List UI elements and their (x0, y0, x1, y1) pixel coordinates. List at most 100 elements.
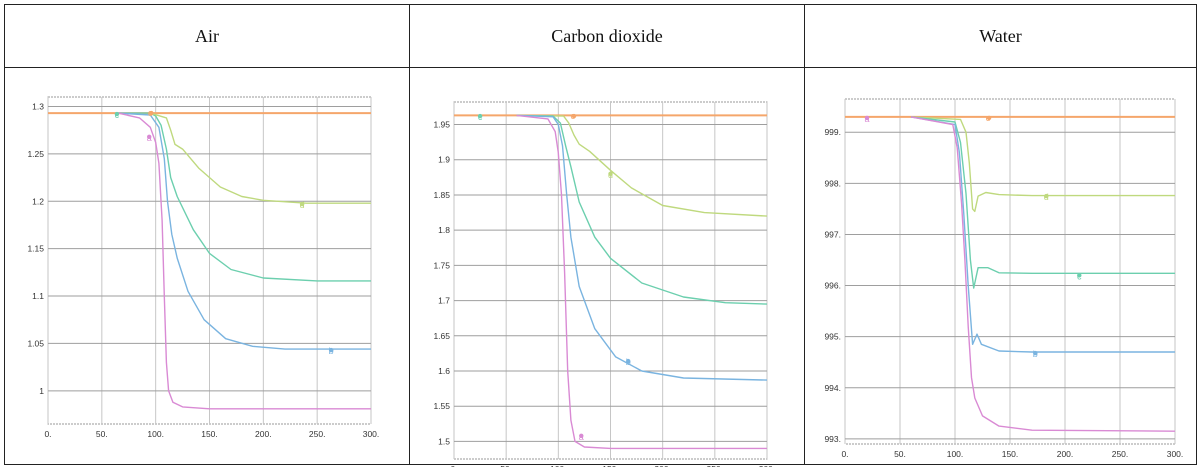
column-divider (804, 5, 805, 464)
series-line-c (910, 116, 1175, 289)
water-density-chart: 0. 50. 100. 150. 200. 250. 300. 993. 994. 995. 996… (824, 98, 1184, 459)
series-line-c (118, 112, 371, 282)
air-density-chart: 0. 50. 100. 150. 200. 250. 300. 1 1.05 1.1 1.15 1.2… (27, 96, 380, 439)
y-tick-label: 1.55 (433, 401, 450, 411)
y-tick-label: 1.75 (433, 260, 450, 270)
series-label-a: a (579, 432, 584, 442)
column-header-air: Air (195, 25, 219, 46)
series-label-e: e (570, 111, 575, 121)
series-marker-b (1033, 350, 1038, 356)
y-tick-label: 1.6 (438, 366, 450, 376)
x-tick-label: 150. (602, 464, 619, 467)
x-tick-label: 150. (201, 429, 218, 439)
y-tick-label: 993. (824, 434, 841, 444)
series-marker-c (114, 111, 120, 117)
series-marker-d (1044, 193, 1049, 199)
x-tick-label: 100. (947, 449, 964, 459)
series-label-d: d (608, 170, 613, 180)
series-line-d (910, 116, 1175, 213)
x-tick-label: 300. (1167, 449, 1184, 459)
series-label-b: b (329, 346, 334, 356)
y-tick-label: 1.25 (27, 149, 44, 159)
x-tick-label: 50. (894, 449, 906, 459)
x-tick-label: 0. (450, 464, 457, 467)
y-tick-label: 999. (824, 127, 841, 137)
series-marker-e (571, 113, 577, 119)
x-tick-label: 200. (654, 464, 671, 467)
y-tick-label: 994. (824, 383, 841, 393)
x-tick-label: 250. (1112, 449, 1129, 459)
x-tick-label: 50. (500, 464, 512, 467)
carbon-dioxide-density-chart: 0. 50. 100. 150. 200. 250. 300. 1.5 1.55 1.6 1.65 1… (433, 101, 775, 467)
y-tick-label: 997. (824, 229, 841, 239)
y-tick-label: 1.05 (27, 338, 44, 348)
series-marker-c (477, 113, 483, 119)
series-marker-a (864, 115, 870, 121)
x-tick-label: 150. (1002, 449, 1019, 459)
x-tick-label: 300. (759, 464, 776, 467)
series-line-b (117, 112, 371, 350)
series-label-d: d (1044, 192, 1049, 202)
series-marker-e (986, 115, 992, 121)
series-label-c: c (1077, 271, 1082, 281)
x-tick-label: 100. (550, 464, 567, 467)
column-header-water: Water (979, 25, 1022, 46)
series-line-d (150, 112, 371, 204)
y-tick-label: 1 (39, 386, 44, 396)
y-tick-label: 1.95 (433, 120, 450, 130)
y-tick-label: 1.8 (438, 225, 450, 235)
series-label-e: e (986, 113, 991, 123)
x-tick-label: 50. (96, 429, 108, 439)
series-label-c: c (115, 110, 120, 120)
series-line-a (117, 112, 371, 410)
series-marker-e (149, 110, 154, 116)
series-marker-b (626, 358, 631, 364)
x-tick-label: 200. (255, 429, 272, 439)
chart-air: 0. 50. 100. 150. 200. 250. 300. 1 1.05 1.1 1.15 1.2… (14, 72, 404, 462)
series-label-d: d (300, 200, 305, 210)
series-marker-c (1077, 273, 1082, 278)
x-tick-label: 100. (147, 429, 164, 439)
chart-water: 0. 50. 100. 150. 200. 250. 300. 993. 994. 995. 996… (806, 72, 1196, 462)
series-line-b (910, 116, 1175, 353)
y-tick-label: 1.85 (433, 190, 450, 200)
comparison-table: Air Carbon dioxide Water (4, 4, 1197, 465)
y-tick-label: 1.9 (438, 155, 450, 165)
series-marker-a (579, 433, 584, 438)
x-tick-label: 300. (363, 429, 380, 439)
column-header-carbon-dioxide: Carbon dioxide (551, 25, 663, 46)
series-marker-b (328, 347, 334, 353)
series-label-b: b (1033, 349, 1038, 359)
x-tick-label: 0. (841, 449, 848, 459)
x-tick-label: 250. (309, 429, 326, 439)
series-label-a: a (864, 114, 869, 124)
y-tick-label: 995. (824, 332, 841, 342)
series-line-b (516, 114, 768, 381)
y-tick-label: 1.7 (438, 296, 450, 306)
series-label-a: a (147, 133, 152, 143)
y-tick-label: 996. (824, 281, 841, 291)
series-marker-d (299, 201, 305, 207)
series-marker-d (608, 171, 613, 177)
y-tick-label: 1.1 (32, 291, 44, 301)
y-tick-label: 1.3 (32, 101, 44, 111)
series-marker-a (147, 134, 152, 140)
series-label-b: b (626, 357, 631, 367)
x-tick-label: 200. (1057, 449, 1074, 459)
y-tick-label: 1.2 (32, 196, 44, 206)
y-tick-label: 1.15 (27, 244, 44, 254)
header-divider (5, 67, 1196, 68)
series-label-c: c (478, 112, 483, 122)
y-tick-label: 1.65 (433, 331, 450, 341)
series-line-d (516, 114, 768, 217)
chart-carbon-dioxide: 0. 50. 100. 150. 200. 250. 300. 1.5 1.55 1.6 1.65 1… (412, 72, 802, 467)
y-tick-label: 1.5 (438, 436, 450, 446)
series-line-c (516, 114, 768, 305)
x-tick-label: 250. (707, 464, 724, 467)
series-label-e: e (148, 108, 153, 118)
series-line-a (516, 114, 767, 450)
series-line-a (910, 116, 1176, 432)
y-tick-label: 998. (824, 178, 841, 188)
x-tick-label: 0. (44, 429, 51, 439)
column-divider (409, 5, 410, 464)
